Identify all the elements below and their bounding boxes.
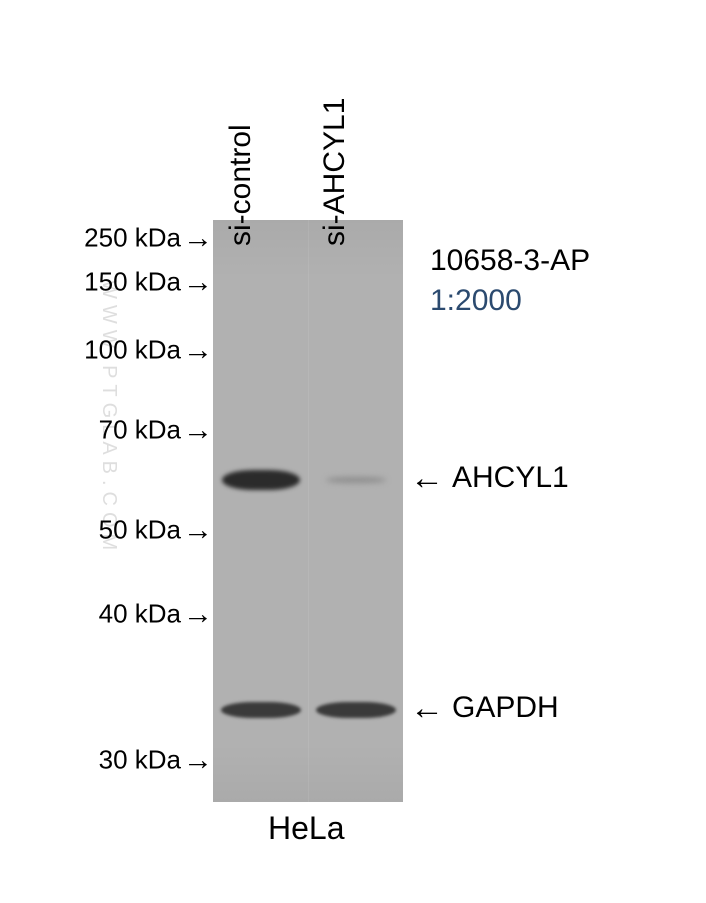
blot-band xyxy=(222,470,300,490)
arrow-right-icon: → xyxy=(183,335,213,365)
arrow-left-icon: ← xyxy=(410,691,444,725)
mw-marker: 70 kDa→ xyxy=(99,415,213,446)
lane-separator xyxy=(308,220,309,802)
arrow-right-icon: → xyxy=(183,599,213,629)
figure-container: WWW.PTGLAB.COM 250 kDa→150 kDa→100 kDa→7… xyxy=(0,0,706,903)
arrow-right-icon: → xyxy=(183,267,213,297)
band-annotation: ←GAPDH xyxy=(410,691,559,725)
arrow-right-icon: → xyxy=(183,415,213,445)
blot-band xyxy=(326,477,386,483)
mw-marker: 150 kDa→ xyxy=(84,267,213,298)
mw-marker: 50 kDa→ xyxy=(99,515,213,546)
mw-marker-text: 40 kDa xyxy=(99,599,181,630)
antibody-catalog-number: 10658-3-AP xyxy=(430,244,590,278)
band-annotation-text: AHCYL1 xyxy=(452,461,569,495)
band-annotation: ←AHCYL1 xyxy=(410,461,569,495)
mw-marker-text: 250 kDa xyxy=(84,223,181,254)
mw-marker: 40 kDa→ xyxy=(99,599,213,630)
mw-marker-text: 30 kDa xyxy=(99,745,181,776)
mw-marker-text: 150 kDa xyxy=(84,267,181,298)
mw-marker-text: 100 kDa xyxy=(84,335,181,366)
antibody-dilution: 1:2000 xyxy=(430,284,522,318)
mw-marker-text: 50 kDa xyxy=(99,515,181,546)
western-blot-membrane xyxy=(213,220,403,802)
mw-marker: 100 kDa→ xyxy=(84,335,213,366)
arrow-left-icon: ← xyxy=(410,461,444,495)
blot-band xyxy=(221,702,301,718)
arrow-right-icon: → xyxy=(183,223,213,253)
lane-label: si-AHCYL1 xyxy=(318,98,352,246)
mw-marker-text: 70 kDa xyxy=(99,415,181,446)
arrow-right-icon: → xyxy=(183,745,213,775)
blot-band xyxy=(316,702,396,718)
cell-line-label: HeLa xyxy=(268,810,345,847)
band-annotation-text: GAPDH xyxy=(452,691,559,725)
mw-marker: 250 kDa→ xyxy=(84,223,213,254)
arrow-right-icon: → xyxy=(183,515,213,545)
lane-label: si-control xyxy=(224,124,258,246)
mw-marker: 30 kDa→ xyxy=(99,745,213,776)
